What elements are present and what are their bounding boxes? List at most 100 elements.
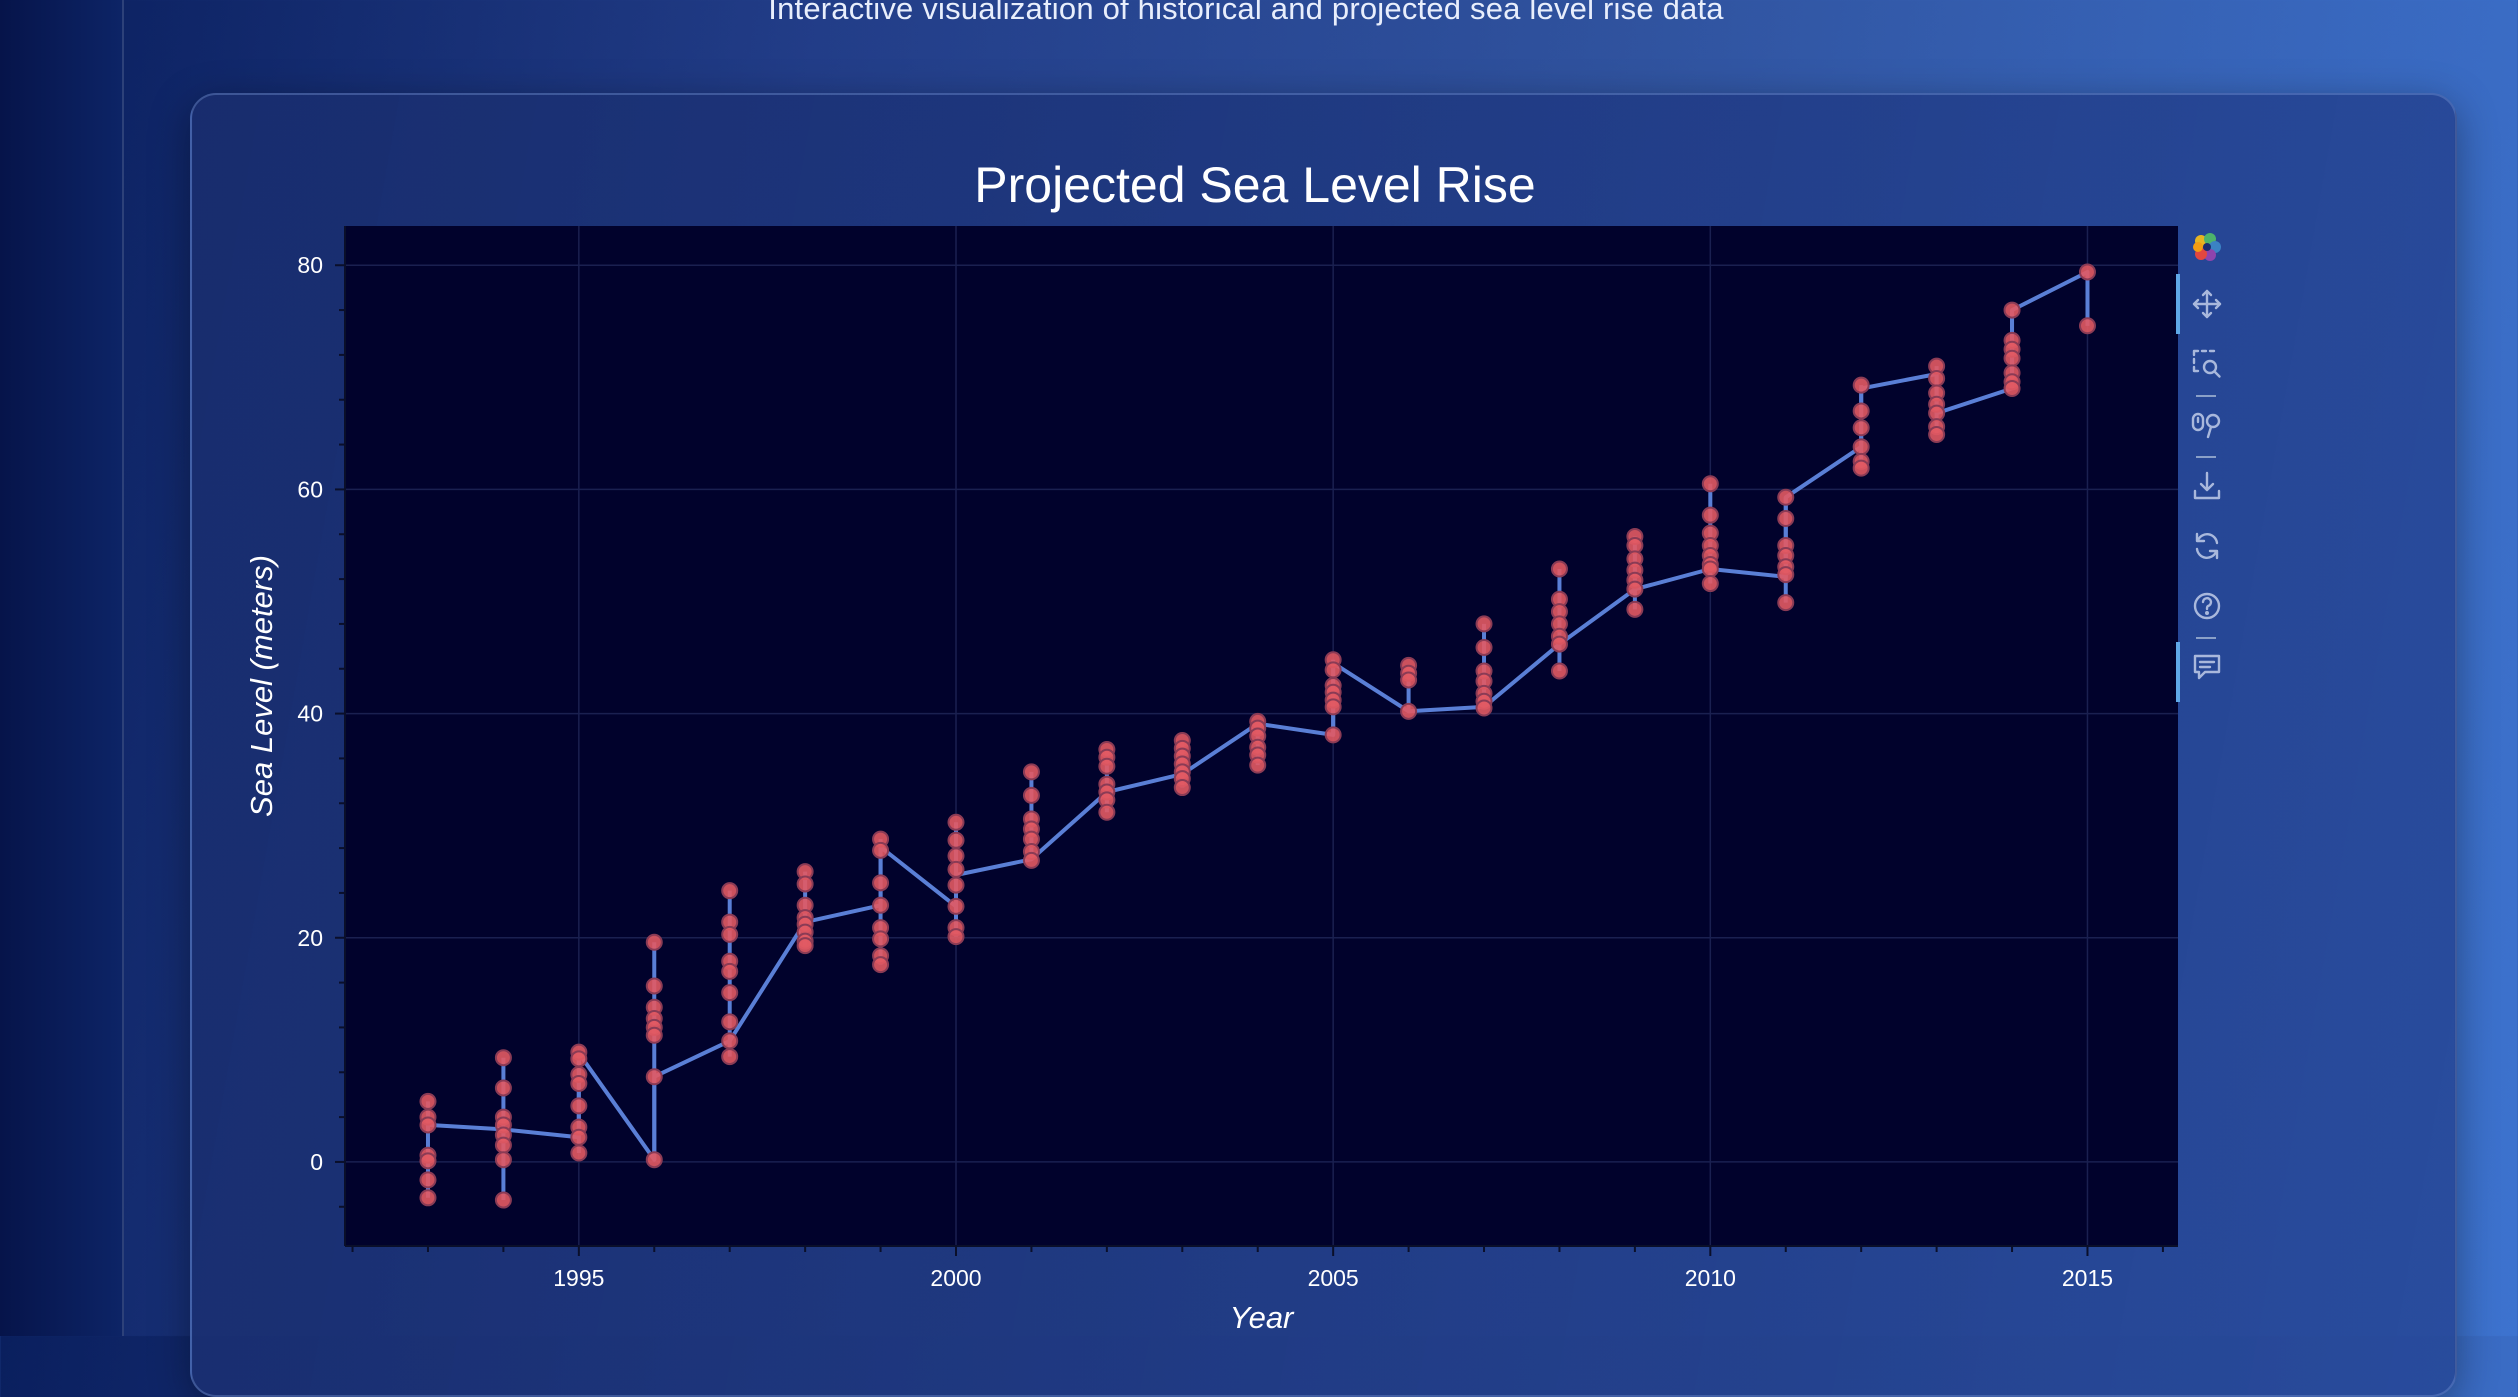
data-point	[2078, 317, 2096, 335]
data-point	[419, 1152, 437, 1170]
data-point	[721, 1032, 739, 1050]
pan-active-indicator	[2176, 274, 2180, 334]
x-tick-label: 2005	[1308, 1265, 1359, 1291]
data-point	[1852, 438, 1870, 456]
data-point	[1249, 756, 1267, 774]
data-point	[1777, 510, 1795, 528]
data-point	[2003, 349, 2021, 367]
data-point	[1777, 594, 1795, 612]
data-point	[1550, 635, 1568, 653]
pan-icon[interactable]	[2182, 279, 2232, 329]
data-point	[1022, 763, 1040, 781]
data-point	[721, 1013, 739, 1031]
left-sidebar-strip	[0, 0, 124, 1336]
data-point	[494, 1151, 512, 1169]
data-point	[494, 1191, 512, 1209]
data-point	[1324, 661, 1342, 679]
data-point	[947, 813, 965, 831]
data-point	[494, 1049, 512, 1067]
data-point	[721, 962, 739, 980]
data-point	[947, 928, 965, 946]
data-point	[419, 1092, 437, 1110]
data-point	[645, 1026, 663, 1044]
data-point	[1475, 615, 1493, 633]
data-point	[1550, 560, 1568, 578]
hover-icon[interactable]	[2182, 642, 2232, 692]
data-point	[796, 937, 814, 955]
data-point	[1701, 475, 1719, 493]
data-point	[494, 1136, 512, 1154]
data-point	[1324, 698, 1342, 716]
data-point	[872, 930, 890, 948]
data-point	[1324, 726, 1342, 744]
data-point	[721, 882, 739, 900]
data-point	[721, 1048, 739, 1066]
x-axis-label: Year	[1230, 1300, 1295, 1335]
data-point	[1098, 803, 1116, 821]
page-subtitle: Interactive visualization of historical …	[768, 0, 1724, 26]
data-point	[1701, 575, 1719, 593]
data-point	[645, 933, 663, 951]
data-point	[1022, 851, 1040, 869]
data-point	[1852, 402, 1870, 420]
y-tick-label: 0	[310, 1149, 323, 1175]
data-point	[796, 875, 814, 893]
data-point	[570, 1074, 588, 1092]
data-point	[872, 841, 890, 859]
data-point	[419, 1189, 437, 1207]
box-zoom-icon[interactable]	[2182, 339, 2232, 389]
sea-level-chart[interactable]: 1995 2000 2005 2010 2015 0 20 40 60 80 Year Sea Lev…	[0, 0, 2518, 1336]
x-tick-label: 2000	[930, 1265, 981, 1291]
hover-active-indicator	[2176, 642, 2180, 702]
y-tick-label: 60	[297, 476, 323, 502]
data-point	[1022, 786, 1040, 804]
data-point	[1852, 459, 1870, 477]
data-point	[1777, 566, 1795, 584]
wheel-zoom-icon[interactable]	[2182, 400, 2232, 450]
data-point	[947, 897, 965, 915]
data-point	[1400, 671, 1418, 689]
data-point	[570, 1144, 588, 1162]
save-icon[interactable]	[2182, 461, 2232, 511]
data-point	[2078, 263, 2096, 281]
data-point	[1550, 662, 1568, 680]
data-point	[1701, 506, 1719, 524]
x-tick-label: 2010	[1685, 1265, 1736, 1291]
data-point	[419, 1116, 437, 1134]
data-point	[645, 1151, 663, 1169]
y-tick-label: 80	[297, 252, 323, 278]
data-point	[947, 876, 965, 894]
x-tick-label: 2015	[2062, 1265, 2113, 1291]
data-point	[1173, 779, 1191, 797]
chart-toolbar	[2176, 222, 2236, 702]
x-tick-label: 1995	[553, 1265, 604, 1291]
bokeh-logo-icon	[2182, 222, 2232, 272]
data-point	[1626, 600, 1644, 618]
data-point	[721, 984, 739, 1002]
data-point	[721, 925, 739, 943]
y-tick-label: 40	[297, 701, 323, 727]
data-point	[947, 831, 965, 849]
y-tick-label: 20	[297, 925, 323, 951]
data-point	[570, 1097, 588, 1115]
data-point	[1400, 702, 1418, 720]
data-point	[494, 1079, 512, 1097]
data-point	[419, 1171, 437, 1189]
help-icon[interactable]	[2182, 581, 2232, 631]
data-point	[645, 977, 663, 995]
data-point	[1626, 580, 1644, 598]
data-point	[1777, 488, 1795, 506]
data-point	[872, 874, 890, 892]
data-point	[645, 1068, 663, 1086]
data-point	[2003, 380, 2021, 398]
data-point	[1928, 425, 1946, 443]
reset-icon[interactable]	[2182, 521, 2232, 571]
data-point	[872, 896, 890, 914]
data-point	[1701, 560, 1719, 578]
data-point	[1475, 638, 1493, 656]
chart-title: Projected Sea Level Rise	[974, 157, 1536, 213]
data-point	[872, 956, 890, 974]
data-point	[1098, 757, 1116, 775]
data-point	[1475, 699, 1493, 717]
data-point	[2003, 301, 2021, 319]
